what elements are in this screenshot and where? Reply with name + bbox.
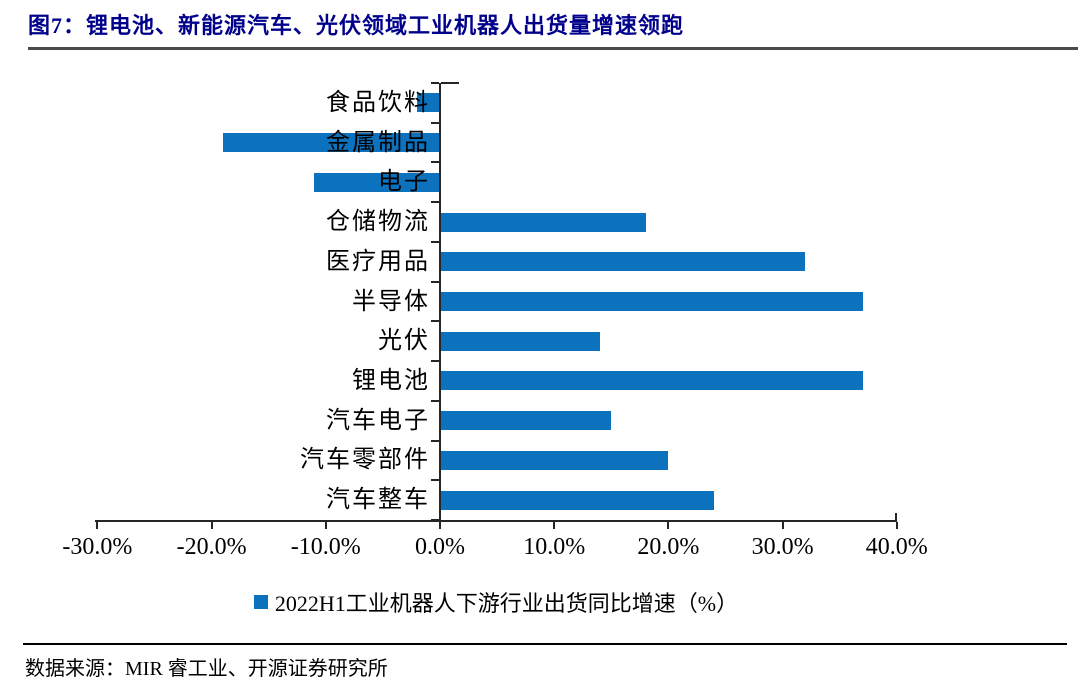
x-axis-tick	[895, 522, 898, 529]
bar	[440, 292, 863, 311]
y-axis-tick	[431, 201, 439, 204]
x-axis-tick-label: 10.0%	[523, 534, 586, 560]
x-axis-tick-label: 20.0%	[637, 534, 700, 560]
y-axis-line	[439, 83, 441, 522]
category-label: 半导体	[352, 288, 430, 315]
category-label: 食品饮料	[326, 89, 430, 116]
bar	[440, 450, 669, 470]
bar	[314, 172, 440, 192]
bar	[440, 411, 612, 431]
y-axis-tick	[431, 320, 439, 323]
x-axis-tick	[439, 522, 441, 529]
y-axis-tick	[431, 121, 439, 124]
x-axis-line	[95, 520, 897, 522]
figure-title: 图7：锂电池、新能源汽车、光伏领域工业机器人出货量增速领跑	[28, 13, 685, 38]
x-axis-tick	[324, 522, 327, 529]
y-axis-tick	[431, 240, 439, 243]
category-label: 锂电池	[352, 367, 430, 394]
category-label: 光伏	[378, 328, 430, 355]
y-axis-tick	[431, 360, 439, 363]
x-axis-tick	[96, 522, 99, 529]
x-axis-tick	[553, 522, 556, 529]
title-divider	[28, 47, 1078, 50]
y-axis-tick	[431, 161, 439, 164]
x-axis-tick-label: -30.0%	[62, 534, 133, 560]
y-axis-tick	[441, 82, 459, 84]
category-label: 仓储物流	[326, 209, 430, 236]
y-axis-tick	[431, 439, 439, 442]
x-axis-tick	[781, 522, 784, 529]
category-label: 汽车电子	[326, 407, 430, 434]
bar	[440, 371, 863, 391]
y-axis-tick	[431, 82, 439, 84]
bar-chart: 食品饮料金属制品电子仓储物流医疗用品半导体光伏锂电池汽车电子汽车零部件汽车整车 -…	[62, 82, 928, 560]
bar	[440, 331, 600, 351]
bar	[417, 93, 440, 113]
bar	[223, 133, 440, 153]
y-axis-tick	[431, 399, 439, 402]
x-axis-tick-label: -10.0%	[290, 534, 361, 560]
category-label: 汽车整车	[326, 487, 430, 514]
category-label: 医疗用品	[326, 248, 430, 275]
category-label: 电子	[378, 169, 430, 196]
x-axis-tick	[210, 522, 213, 529]
x-axis-tick	[667, 522, 670, 529]
x-axis-end-tick	[895, 513, 897, 520]
source-divider	[23, 643, 1067, 645]
y-axis-tick	[431, 479, 439, 482]
chart-legend: 2022H1工业机器人下游行业出货同比增速（%）	[95, 586, 897, 618]
x-axis-tick-label: 30.0%	[751, 534, 814, 560]
category-label: 汽车零部件	[300, 447, 430, 474]
y-axis-tick	[431, 280, 439, 283]
bar	[440, 212, 646, 232]
legend-marker-icon	[253, 595, 268, 609]
data-source-text: 数据来源：MIR 睿工业、开源证券研究所	[25, 658, 388, 680]
x-axis-tick-label: -20.0%	[176, 534, 247, 560]
legend-label: 2022H1工业机器人下游行业出货同比增速（%）	[274, 591, 739, 616]
x-axis-tick-label: 40.0%	[865, 534, 928, 560]
category-label: 金属制品	[326, 129, 430, 156]
x-axis-tick-label: 0.0%	[415, 534, 465, 560]
bar	[440, 490, 715, 510]
bar	[440, 252, 806, 272]
